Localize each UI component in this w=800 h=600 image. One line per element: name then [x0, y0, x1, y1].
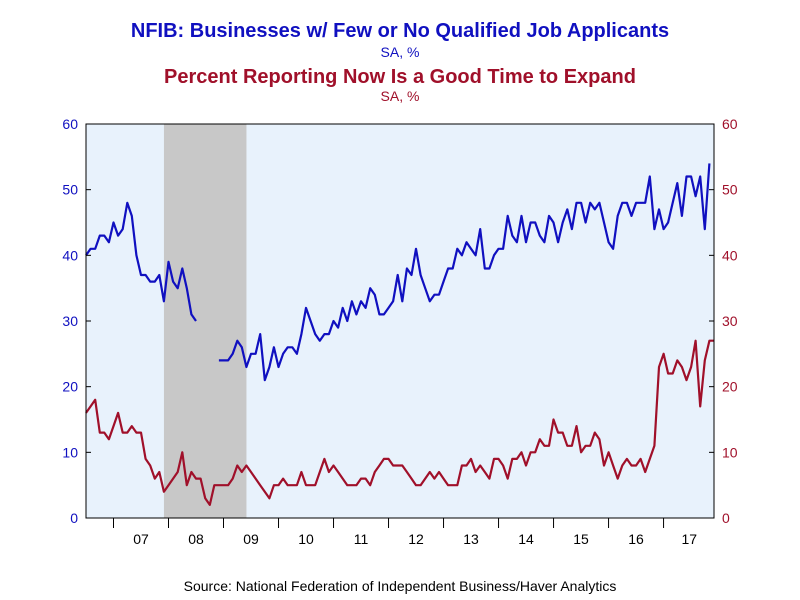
axis-layer: 0 10 20 30 40 50 60 0 10 20 30 40 50 60 07 08 09 10 11 12 13…: [62, 116, 737, 547]
y-tick-label-right: 50: [722, 182, 738, 198]
x-tick-label: 13: [463, 531, 479, 547]
y-tick-label-right: 10: [722, 444, 738, 460]
y-tick-label-left: 60: [62, 116, 78, 132]
x-tick-label: 09: [243, 531, 259, 547]
y-tick-label-left: 50: [62, 182, 78, 198]
y-tick-label-left: 20: [62, 379, 78, 395]
y-tick-label-right: 40: [722, 247, 738, 263]
x-tick-label: 15: [573, 531, 589, 547]
x-tick-label: 16: [628, 531, 644, 547]
recession-shading-layer: [163, 124, 247, 518]
x-tick-label: 17: [681, 531, 697, 547]
x-tick-label: 14: [518, 531, 534, 547]
x-tick-label: 10: [298, 531, 314, 547]
y-tick-label-left: 40: [62, 247, 78, 263]
chart-subtitle-2: SA, %: [380, 88, 420, 104]
x-tick-label: 07: [133, 531, 149, 547]
y-tick-label-right: 60: [722, 116, 738, 132]
y-tick-label-left: 30: [62, 313, 78, 329]
chart-title-1: NFIB: Businesses w/ Few or No Qualified …: [130, 20, 670, 42]
y-tick-label-left: 10: [62, 444, 78, 460]
chart-subtitle-1: SA, %: [380, 44, 420, 60]
x-tick-label: 08: [188, 531, 204, 547]
y-tick-label-right: 0: [722, 510, 730, 526]
x-tick-label: 12: [408, 531, 424, 547]
x-tick-label: 11: [354, 531, 369, 547]
series-layer: [85, 163, 714, 506]
y-tick-label-left: 0: [70, 510, 78, 526]
y-tick-label-right: 20: [722, 379, 738, 395]
series-line-1: [85, 163, 711, 382]
series-line-2: [85, 339, 714, 506]
y-tick-label-right: 30: [722, 313, 738, 329]
source-note: Source: National Federation of Independe…: [183, 578, 617, 594]
chart-title-2: Percent Reporting Now Is a Good Time to …: [164, 66, 636, 88]
recession-band: [163, 124, 247, 518]
